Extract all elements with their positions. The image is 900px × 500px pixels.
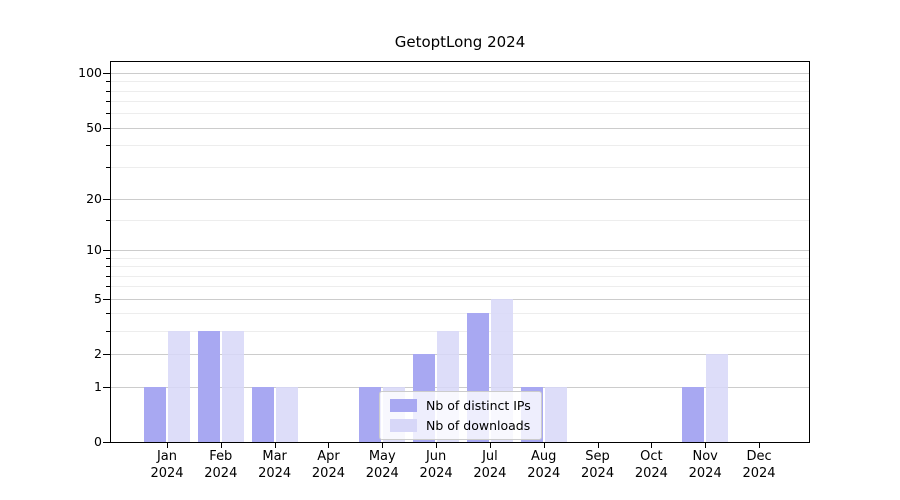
minor-gridline — [111, 101, 809, 103]
bar-nb-of-distinct-ips-jan — [144, 386, 166, 442]
y-minor-tick-mark — [106, 331, 110, 333]
major-gridline — [111, 354, 809, 356]
minor-gridline — [111, 286, 809, 288]
x-tick-mark — [220, 443, 222, 448]
y-minor-tick-mark — [106, 90, 110, 92]
minor-gridline — [111, 266, 809, 268]
bar-nb-of-downloads-nov — [706, 354, 729, 442]
x-tick-label: Jan 2024 — [150, 449, 184, 481]
y-tick-mark — [103, 442, 110, 443]
y-tick-mark — [103, 73, 110, 75]
y-minor-tick-mark — [106, 313, 110, 315]
y-tick-mark — [103, 250, 110, 252]
bar-nb-of-downloads-aug — [544, 386, 567, 442]
y-minor-tick-mark — [106, 275, 110, 277]
minor-gridline — [111, 313, 809, 315]
x-tick-label: Feb 2024 — [204, 449, 238, 481]
y-tick-label: 1 — [94, 378, 102, 394]
x-tick-label: Jul 2024 — [473, 449, 507, 481]
gridline-layer — [111, 62, 809, 442]
minor-gridline — [111, 275, 809, 277]
x-tick-label: May 2024 — [365, 449, 399, 481]
x-tick-mark — [543, 443, 545, 448]
y-minor-tick-mark — [106, 257, 110, 259]
y-minor-tick-mark — [106, 220, 110, 222]
major-gridline — [111, 386, 809, 388]
x-tick-mark — [382, 443, 384, 448]
minor-gridline — [111, 167, 809, 169]
y-tick-label: 100 — [78, 65, 102, 81]
y-minor-tick-mark — [106, 81, 110, 83]
bar-nb-of-downloads-feb — [221, 331, 244, 442]
minor-gridline — [111, 113, 809, 115]
x-tick-label: Nov 2024 — [688, 449, 722, 481]
y-tick-label: 50 — [86, 119, 102, 135]
minor-gridline — [111, 257, 809, 259]
x-tick-mark — [274, 443, 276, 448]
y-minor-tick-mark — [106, 145, 110, 147]
x-tick-label: Oct 2024 — [634, 449, 668, 481]
bar-nb-of-distinct-ips-feb — [197, 331, 220, 442]
minor-gridline — [111, 331, 809, 333]
major-gridline — [111, 198, 809, 200]
x-tick-mark — [759, 443, 761, 448]
minor-gridline — [111, 90, 809, 92]
legend-item-distinct-ips: Nb of distinct IPs — [390, 399, 531, 412]
x-tick-label: Aug 2024 — [527, 449, 561, 481]
y-tick-mark — [103, 386, 110, 388]
legend: Nb of distinct IPs Nb of downloads — [379, 391, 542, 440]
y-minor-tick-mark — [106, 286, 110, 288]
x-tick-label: Dec 2024 — [742, 449, 776, 481]
legend-swatch-distinct-ips — [390, 399, 417, 412]
minor-gridline — [111, 145, 809, 147]
x-tick-label: Mar 2024 — [258, 449, 292, 481]
major-gridline — [111, 127, 809, 129]
x-tick-mark — [651, 443, 653, 448]
x-tick-mark — [705, 443, 707, 448]
x-tick-mark — [597, 443, 599, 448]
bar-nb-of-downloads-mar — [275, 386, 298, 442]
x-tick-label: Jun 2024 — [419, 449, 453, 481]
legend-item-downloads: Nb of downloads — [390, 419, 531, 432]
legend-label-downloads: Nb of downloads — [426, 418, 531, 433]
y-minor-tick-mark — [106, 167, 110, 169]
chart-title: GetoptLong 2024 — [394, 33, 526, 51]
bar-nb-of-downloads-jan — [168, 331, 190, 442]
legend-swatch-downloads — [390, 419, 417, 432]
x-tick-mark — [167, 443, 168, 448]
major-gridline — [111, 250, 809, 252]
y-tick-mark — [103, 354, 110, 356]
x-tick-mark — [328, 443, 330, 448]
major-gridline — [111, 73, 809, 75]
y-tick-label: 5 — [94, 290, 102, 306]
bar-nb-of-distinct-ips-mar — [251, 386, 274, 442]
y-tick-label: 20 — [86, 190, 102, 206]
legend-label-distinct-ips: Nb of distinct IPs — [426, 398, 531, 413]
major-gridline — [111, 298, 809, 300]
bars-layer — [111, 62, 809, 442]
y-tick-mark — [103, 198, 110, 200]
y-minor-tick-mark — [106, 101, 110, 103]
plot-area: Nb of distinct IPs Nb of downloads — [110, 61, 810, 443]
y-tick-mark — [103, 127, 110, 129]
x-tick-label: Sep 2024 — [581, 449, 615, 481]
bar-nb-of-distinct-ips-may — [359, 386, 382, 442]
x-tick-mark — [436, 443, 438, 448]
minor-gridline — [111, 220, 809, 222]
bar-nb-of-distinct-ips-nov — [682, 386, 705, 442]
x-tick-label: Apr 2024 — [311, 449, 345, 481]
y-minor-tick-mark — [106, 266, 110, 268]
y-tick-label: 10 — [86, 242, 102, 258]
x-tick-mark — [489, 443, 491, 448]
y-tick-mark — [103, 298, 110, 300]
minor-gridline — [111, 81, 809, 83]
y-tick-label: 0 — [94, 434, 102, 449]
y-tick-label: 2 — [94, 346, 102, 362]
y-minor-tick-mark — [106, 113, 110, 115]
